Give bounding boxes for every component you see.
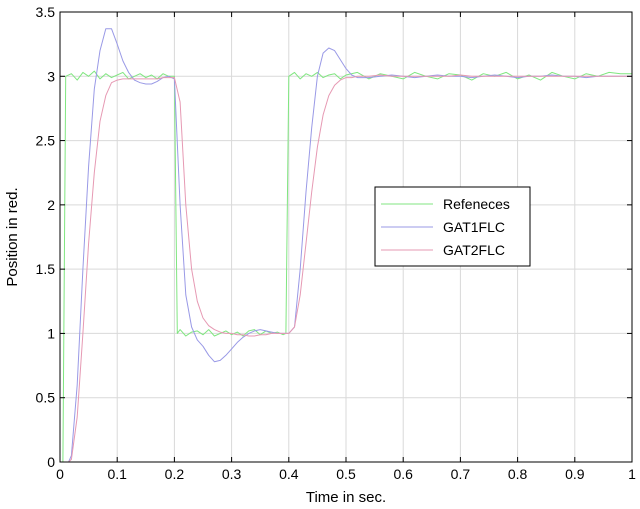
y-axis-label: Position in red.	[4, 187, 21, 286]
y-tick-label: 3.5	[36, 4, 56, 20]
y-tick-label: 2	[47, 197, 55, 213]
legend-label-gat2flc: GAT2FLC	[443, 242, 505, 258]
axis-ticks	[59, 11, 633, 463]
legend-label-refeneces: Refeneces	[443, 196, 510, 212]
x-tick-label: 0.9	[565, 466, 585, 482]
x-axis-label: Time in sec.	[306, 489, 386, 506]
legend: Refeneces GAT1FLC GAT2FLC	[374, 186, 531, 267]
x-tick-label: 0.6	[393, 466, 413, 482]
grid	[60, 12, 632, 462]
series-line-gat2flc	[60, 74, 632, 463]
y-tick-label: 0	[47, 454, 55, 470]
y-tick-label: 3	[47, 68, 55, 84]
x-axis-tick-labels: 0 0.1 0.2 0.3 0.4 0.5 0.6 0.7 0.8 0.9 1	[56, 466, 636, 482]
x-tick-label: 0	[56, 466, 64, 482]
x-tick-label: 0.7	[451, 466, 471, 482]
series-lines	[60, 28, 632, 463]
x-tick-label: 0.8	[508, 466, 528, 482]
legend-label-gat1flc: GAT1FLC	[443, 219, 505, 235]
y-tick-label: 0.5	[36, 390, 56, 406]
y-tick-label: 2.5	[36, 133, 56, 149]
x-tick-label: 0.4	[279, 466, 299, 482]
x-tick-label: 0.2	[165, 466, 185, 482]
x-tick-label: 0.1	[107, 466, 127, 482]
y-axis-tick-labels: 0 0.5 1 1.5 2 2.5 3 3.5	[36, 4, 56, 470]
x-tick-label: 0.3	[222, 466, 242, 482]
y-tick-label: 1.5	[36, 261, 56, 277]
x-tick-label: 0.5	[336, 466, 356, 482]
y-tick-label: 1	[47, 325, 55, 341]
x-tick-label: 1	[628, 466, 636, 482]
